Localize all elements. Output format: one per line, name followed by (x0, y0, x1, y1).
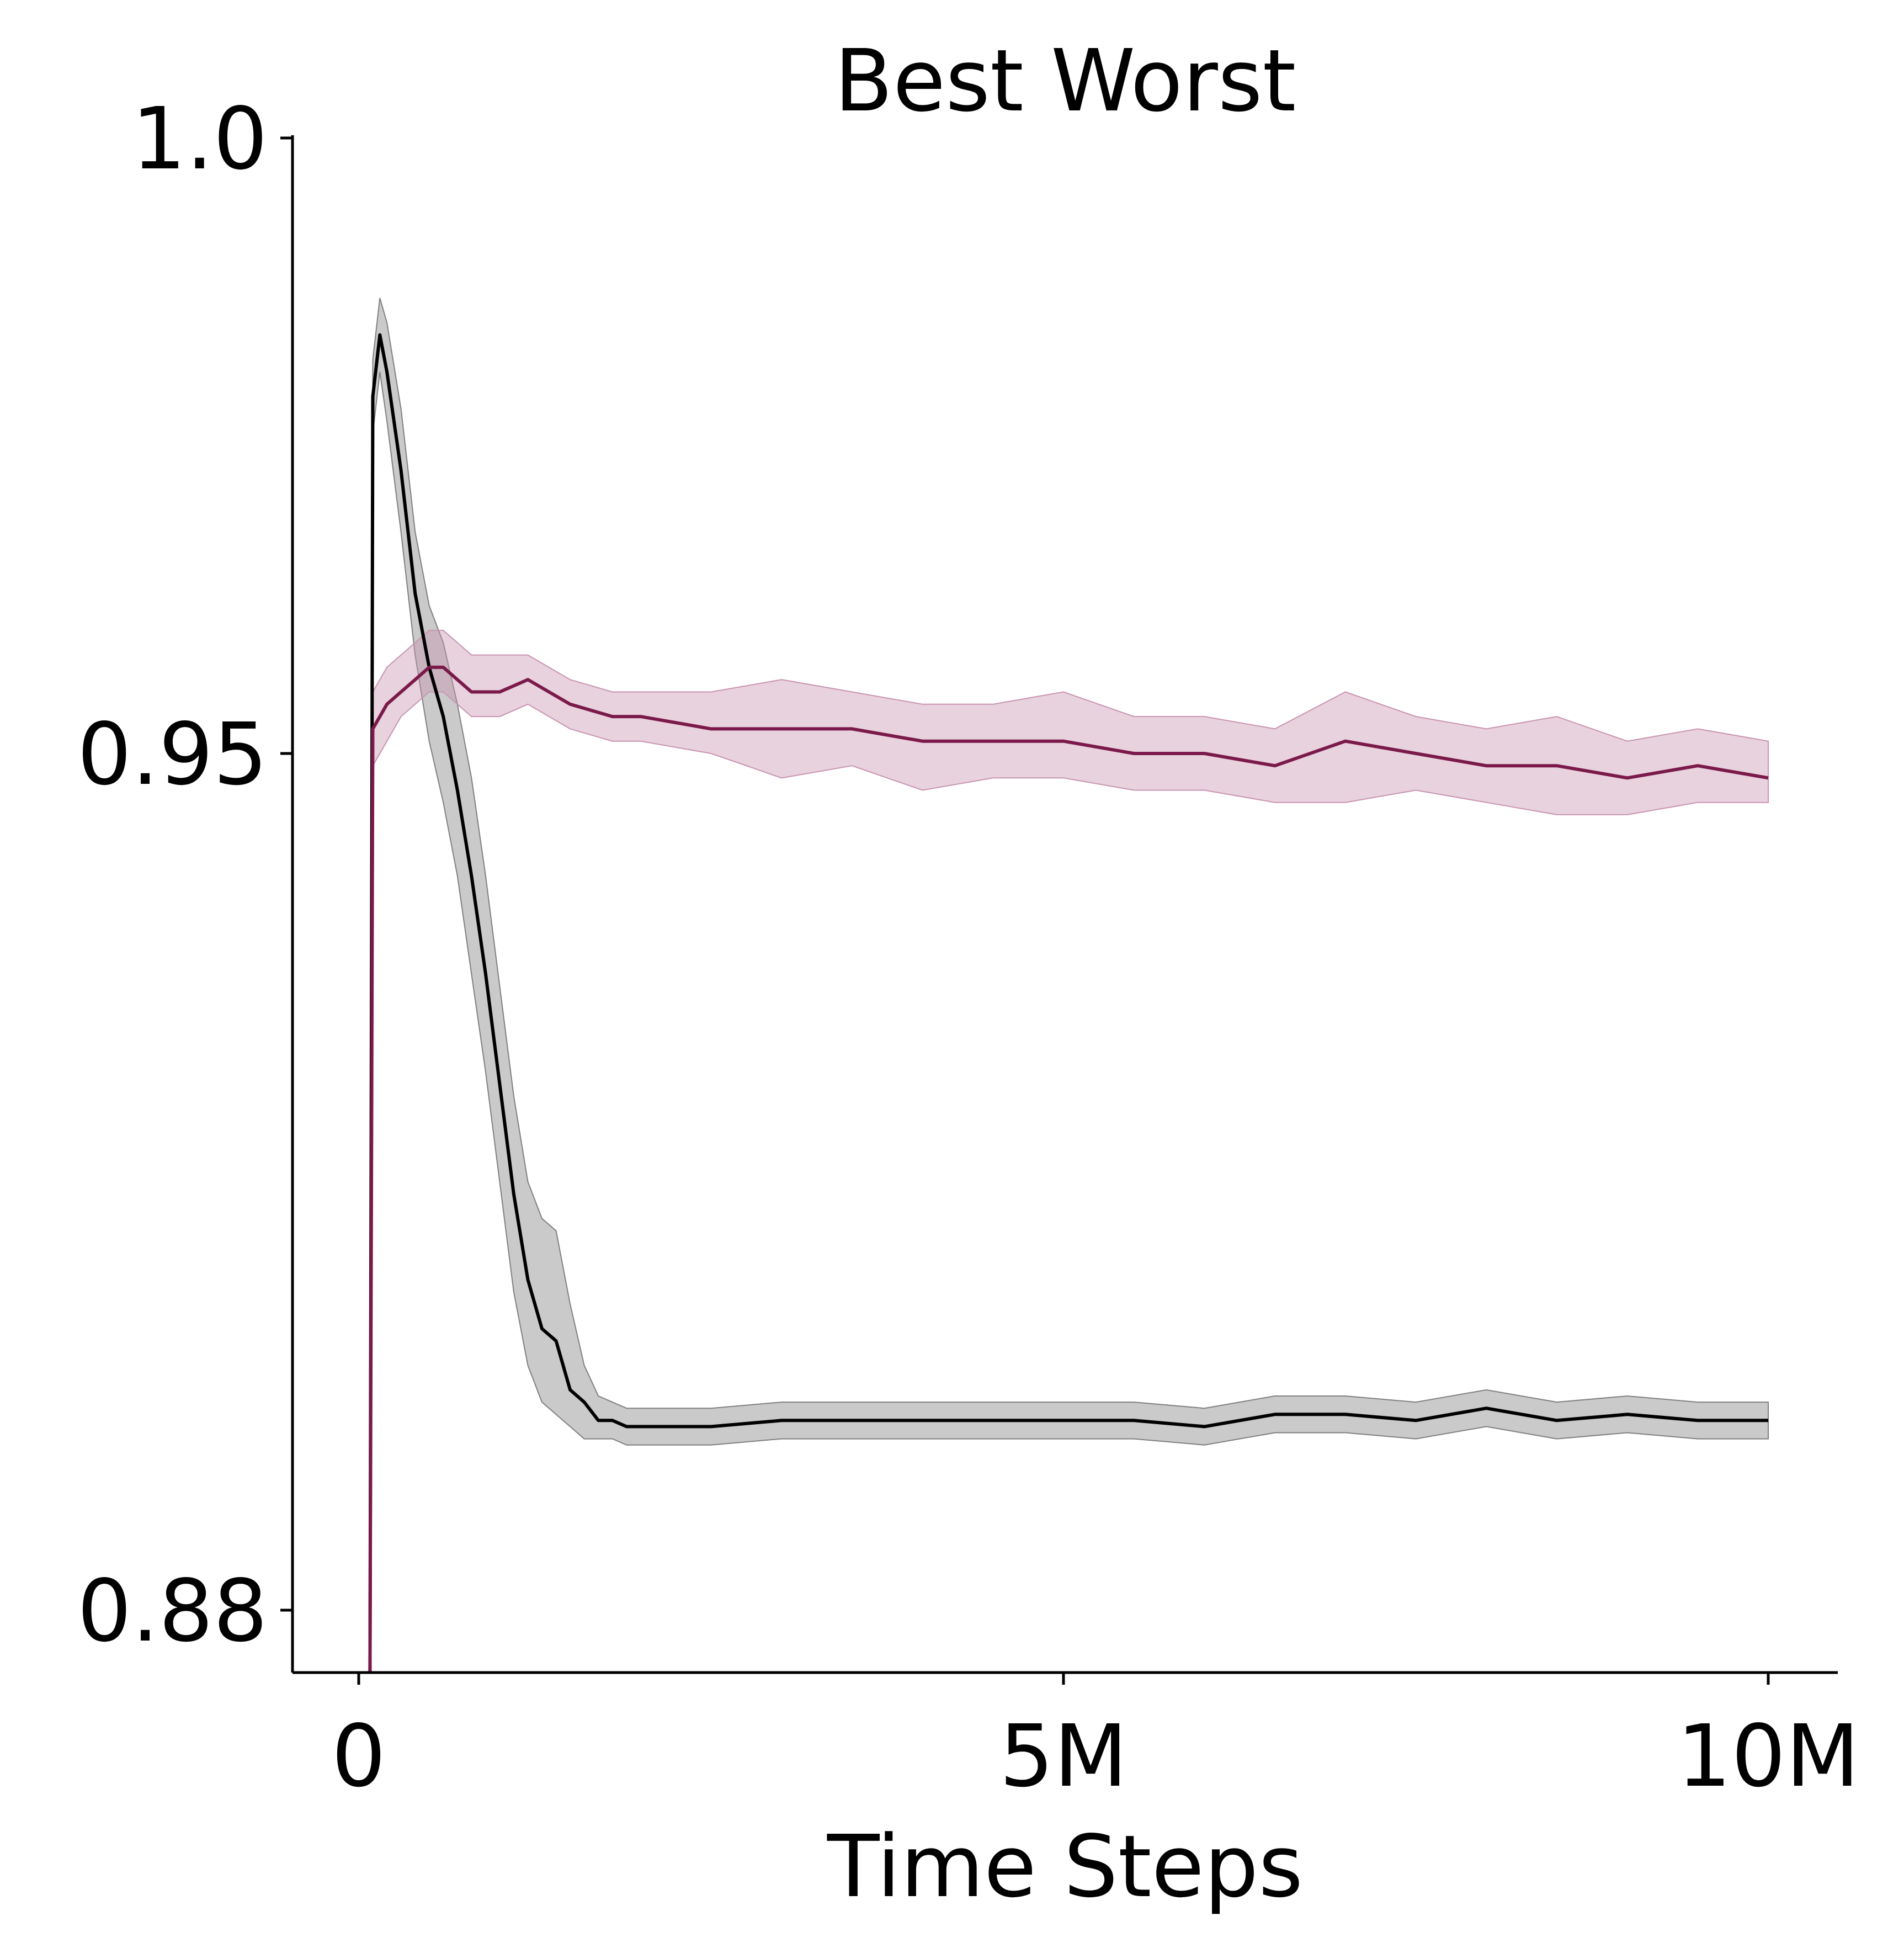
series-0-band (369, 298, 1769, 1671)
y-tick-label: 0.95 (77, 704, 268, 804)
x-tick-label: 0 (332, 1706, 386, 1806)
series-1-band (369, 630, 1769, 1671)
y-ticks: 1.0 0.95 0.88 (77, 89, 292, 1661)
x-ticks: 0 5M 10M (332, 1673, 1860, 1806)
x-tick-label: 5M (999, 1706, 1127, 1806)
y-tick-label: 0.88 (77, 1561, 268, 1661)
series-0-line (368, 333, 1768, 1671)
x-tick-label: 10M (1677, 1706, 1860, 1806)
series-lines (368, 333, 1769, 1671)
series-1-line (368, 665, 1769, 1671)
confidence-bands (369, 298, 1769, 1671)
x-axis-title: Time Steps (827, 1817, 1303, 1917)
y-tick-label: 1.0 (131, 89, 268, 189)
chart-title: Best Worst (834, 31, 1296, 131)
